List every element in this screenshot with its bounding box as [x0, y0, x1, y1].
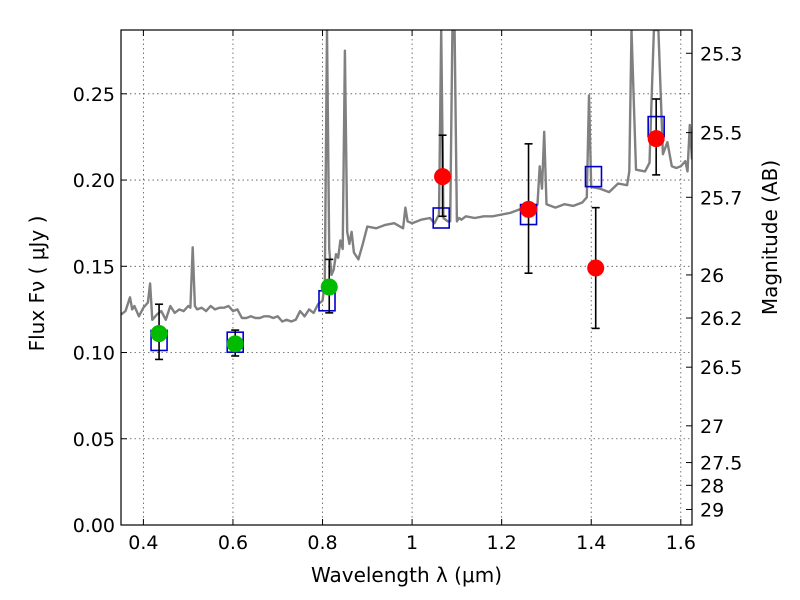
- mag-tick-label: 29: [700, 499, 724, 521]
- data-point: [320, 278, 338, 296]
- mag-tick-label: 25.7: [700, 187, 742, 209]
- x-tick-label: 1.4: [576, 532, 606, 554]
- x-tick-label: 0.4: [128, 532, 158, 554]
- y-tick-label: 0.10: [73, 343, 115, 365]
- plot-frame: [120, 29, 693, 526]
- x-tick-label: 0.8: [307, 532, 337, 554]
- x-tick-label: 0.6: [218, 532, 248, 554]
- mag-tick-label: 26.5: [700, 357, 742, 379]
- mag-tick-label: 28: [700, 475, 724, 497]
- grid-lines: [121, 30, 692, 526]
- plot-area: [121, 30, 692, 361]
- data-point: [587, 259, 605, 277]
- x-tick-label: 1.2: [487, 532, 517, 554]
- y-tick-label: 0.20: [73, 170, 115, 192]
- right-axis-label: Magnitude (AB): [758, 160, 782, 315]
- mag-tick-label: 26: [700, 265, 724, 287]
- mag-tick-label: 27: [700, 416, 724, 438]
- data-point: [226, 335, 244, 353]
- model-square-point: [584, 165, 603, 188]
- mag-tick-label: 25.3: [700, 43, 742, 65]
- data-point: [150, 325, 168, 343]
- data-point: [434, 168, 452, 186]
- x-tick-label: 1: [406, 532, 418, 554]
- axis-ticks: 0.4 0.6 0.8 1 1.2 1.4 1.6 0.00 0.05 0.10 0.15 0.20 0…: [73, 30, 742, 554]
- y-tick-label: 0.15: [73, 256, 115, 278]
- y-axis-label: Flux Fν ( μJy ): [25, 216, 49, 352]
- mag-tick-label: 26.2: [700, 308, 742, 330]
- spectrum-line: [121, 30, 692, 323]
- y-tick-label: 0.25: [73, 84, 115, 106]
- data-point: [647, 130, 665, 148]
- y-tick-label: 0.05: [73, 429, 115, 451]
- x-tick-label: 1.6: [666, 532, 696, 554]
- model-square-point: [432, 207, 451, 229]
- mag-tick-label: 27.5: [700, 453, 742, 475]
- x-axis-label: Wavelength λ (μm): [311, 563, 502, 587]
- y-tick-label: 0.00: [73, 515, 115, 537]
- mag-tick-label: 25.5: [700, 123, 742, 145]
- data-point: [520, 200, 538, 218]
